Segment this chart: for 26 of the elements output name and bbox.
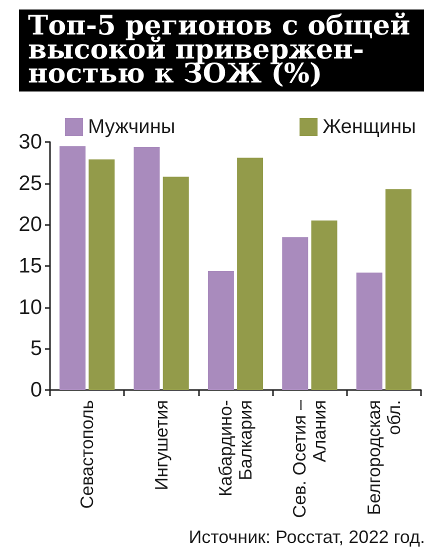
y-tick-label: 25 xyxy=(18,172,42,195)
chart-title: Топ-5 регионов с общей высокой привержен- ностью к ЗОЖ (%) xyxy=(28,10,410,90)
y-tick-label: 10 xyxy=(18,296,42,319)
bar xyxy=(60,146,86,390)
y-tick-label: 15 xyxy=(18,254,42,278)
x-tick-label: Сев. Осетия – Алания xyxy=(290,400,330,518)
x-tick-label: Севастополь xyxy=(77,400,98,509)
bar xyxy=(208,270,234,390)
bar xyxy=(311,220,338,390)
y-tick-label: 0 xyxy=(30,378,42,402)
bar xyxy=(134,146,160,390)
bar xyxy=(88,159,115,390)
legend-label: Женщины xyxy=(322,116,416,138)
y-tick-label: 20 xyxy=(18,213,42,236)
bar xyxy=(385,189,412,390)
bar xyxy=(356,272,382,390)
legend-label: Мужчины xyxy=(88,116,176,138)
text: Источник: Росстат, 2022 год. xyxy=(188,527,425,547)
bar xyxy=(162,176,189,390)
x-tick-label: Ингушетия xyxy=(151,400,172,490)
bar xyxy=(282,237,308,390)
x-tick-label: Кабардино- Балкария xyxy=(216,400,256,497)
x-tick-label: Белгородская обл. xyxy=(364,400,404,516)
y-tick-label: 5 xyxy=(30,337,42,360)
y-tick-label: 30 xyxy=(18,130,42,154)
bar xyxy=(237,158,264,390)
